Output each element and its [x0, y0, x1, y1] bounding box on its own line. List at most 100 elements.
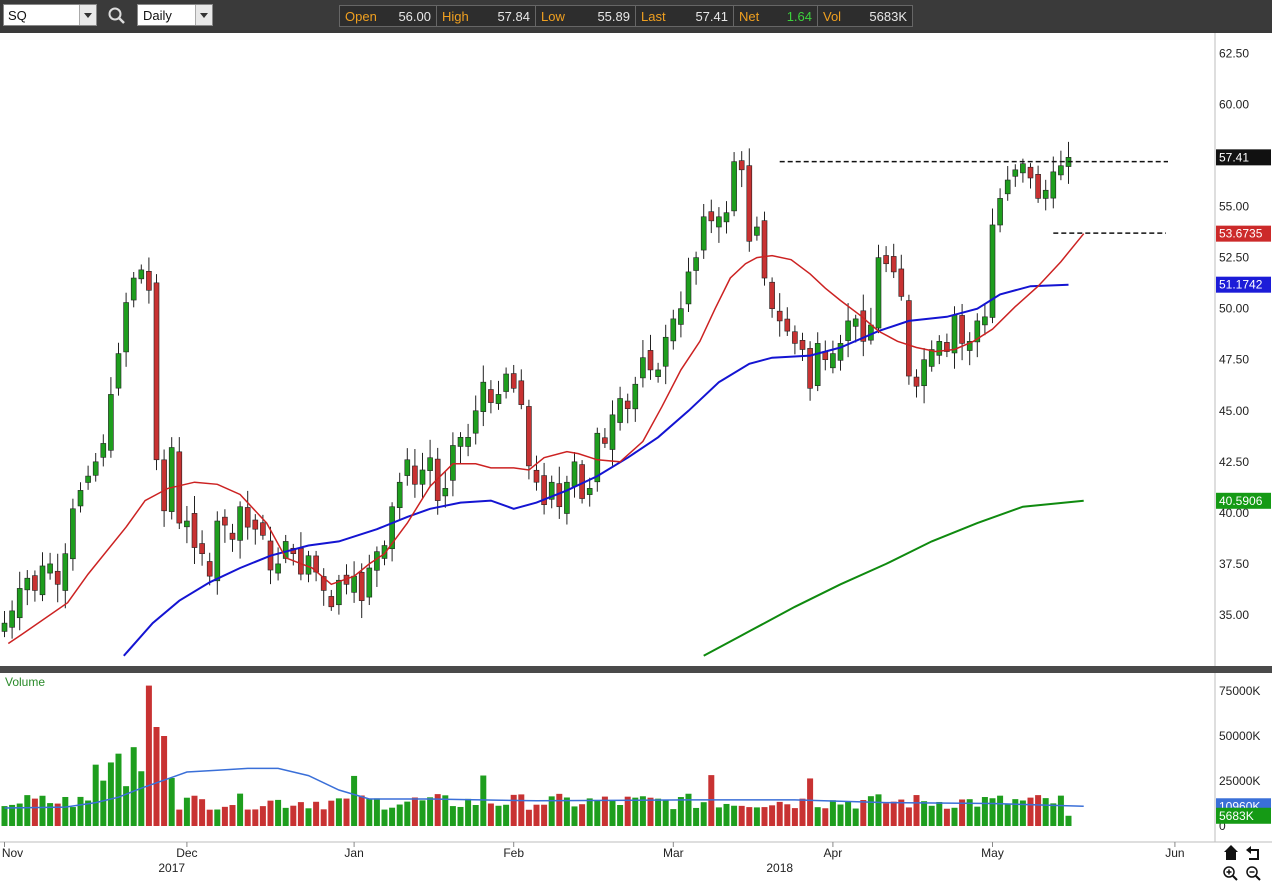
volume-bar: [867, 796, 874, 826]
candle-body: [62, 553, 69, 591]
price-tick-label: 62.50: [1219, 46, 1249, 60]
candle-body: [898, 268, 905, 297]
period-dropdown-icon[interactable]: [195, 5, 212, 25]
candle-body: [678, 308, 684, 325]
candle-body: [799, 340, 806, 350]
candle-body: [564, 481, 570, 514]
candle-body: [989, 224, 996, 318]
volume-bar: [632, 797, 639, 826]
month-label: Jun: [1165, 846, 1184, 860]
volume-bar: [24, 795, 31, 826]
candle-body: [655, 369, 661, 377]
candle-body: [700, 216, 707, 251]
zoom-in-icon[interactable]: [1223, 866, 1238, 881]
candle-body: [39, 565, 46, 596]
candle-body: [571, 461, 578, 487]
candle-body: [541, 475, 547, 505]
candle-body: [229, 532, 236, 540]
volume-bar: [100, 780, 107, 826]
candle-body: [366, 567, 373, 598]
candle-body: [845, 320, 851, 341]
volume-bar: [776, 801, 783, 826]
volume-tick-label: 50000K: [1219, 729, 1260, 743]
volume-bar: [601, 796, 608, 826]
candle-body: [921, 359, 927, 387]
candle-body: [427, 457, 433, 471]
candle-body: [602, 437, 608, 444]
candle-body: [913, 376, 920, 387]
volume-bar: [503, 804, 510, 826]
symbol-dropdown-icon[interactable]: [79, 5, 96, 25]
candle-body: [906, 300, 912, 377]
volume-bar: [624, 796, 631, 826]
candle-body: [814, 343, 821, 386]
volume-bar: [1027, 797, 1034, 826]
candle-body: [381, 545, 388, 559]
volume-bar: [518, 794, 525, 826]
volume-bar: [495, 805, 502, 826]
candle-body: [320, 576, 327, 591]
volume-bar: [16, 803, 23, 826]
volume-bar: [297, 802, 304, 826]
volume-bar: [807, 778, 814, 826]
candle-body: [130, 277, 137, 301]
candle-body: [647, 350, 654, 371]
volume-bar: [259, 806, 266, 826]
volume-bar: [480, 775, 487, 826]
quote-low-value: 55.89: [597, 8, 630, 24]
candle-body: [875, 257, 882, 329]
volume-bar: [890, 801, 897, 826]
undo-icon[interactable]: [1246, 846, 1259, 860]
ma-blue-line: [123, 283, 1069, 657]
volume-bar: [814, 807, 821, 826]
volume-bar: [1019, 800, 1026, 826]
volume-bar: [548, 796, 555, 826]
volume-bar: [845, 801, 852, 826]
volume-bar: [936, 801, 943, 826]
volume-bar: [981, 797, 988, 826]
panel-splitter[interactable]: [0, 666, 1272, 673]
month-label: Feb: [503, 846, 524, 860]
toolbar: SQ Daily Open 56.00 High 57.84 Low 55.89 La…: [0, 0, 1272, 33]
home-icon[interactable]: [1224, 845, 1238, 860]
quote-high: High 57.84: [437, 6, 536, 26]
candle-body: [928, 349, 935, 367]
quote-last-value: 57.41: [695, 8, 728, 24]
candle-body: [70, 508, 76, 560]
volume-bar: [655, 798, 662, 826]
volume-bar: [115, 753, 122, 826]
price-tick-label: 47.50: [1219, 353, 1249, 367]
volume-bar: [199, 799, 206, 826]
candle-body: [214, 520, 221, 582]
volume-bar: [168, 777, 175, 826]
volume-bar: [161, 736, 168, 826]
volume-bar: [381, 809, 388, 826]
candle-body: [260, 522, 266, 536]
zoom-out-icon[interactable]: [1246, 866, 1261, 881]
candle-body: [77, 490, 84, 507]
candle-body: [966, 341, 973, 351]
volume-axis: 75000K 50000K 25000K 0: [1219, 684, 1260, 833]
price-levels: [779, 160, 1168, 234]
candle-body: [153, 282, 160, 461]
candle-body: [472, 410, 479, 434]
volume-bar: [700, 802, 707, 826]
quote-bar: Open 56.00 High 57.84 Low 55.89 Last 57.41 N…: [339, 5, 913, 27]
volume-bar: [366, 799, 373, 826]
volume-bar: [442, 795, 449, 826]
volume-bar: [571, 806, 578, 826]
symbol-input[interactable]: SQ: [3, 4, 97, 26]
candle-body: [716, 216, 722, 228]
month-label: May: [981, 846, 1004, 860]
search-icon[interactable]: [107, 6, 127, 26]
candle-body: [784, 318, 791, 332]
volume-bar: [457, 806, 464, 826]
candle-body: [1042, 189, 1049, 199]
quote-vol-value: 5683K: [869, 8, 907, 24]
volume-bar: [244, 809, 251, 826]
volume-bar: [510, 794, 517, 826]
period-select[interactable]: Daily: [137, 4, 213, 26]
volume-bar: [556, 793, 563, 826]
volume-bar: [1050, 803, 1057, 826]
